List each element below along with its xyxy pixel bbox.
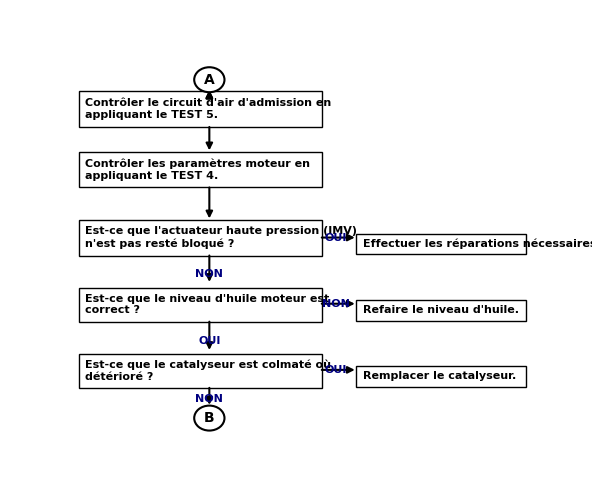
Bar [79,152,322,188]
Bar [79,91,322,127]
Circle shape [194,67,224,92]
Text: OUI: OUI [198,335,221,346]
Text: Est-ce que le catalyseur est colmaté où
détérioré ?: Est-ce que le catalyseur est colmaté où … [85,360,332,382]
Bar [79,354,322,388]
Text: Effectuer les réparations nécessaires.: Effectuer les réparations nécessaires. [363,239,592,249]
Text: Remplacer le catalyseur.: Remplacer le catalyseur. [363,371,516,382]
Text: Contrôler le circuit d'air d'admission en
appliquant le TEST 5.: Contrôler le circuit d'air d'admission e… [85,98,332,120]
Bar [79,219,322,255]
Bar [356,366,526,387]
Text: Est-ce que l'actuateur haute pression (IMV)
n'est pas resté bloqué ?: Est-ce que l'actuateur haute pression (I… [85,226,358,248]
Bar [356,300,526,321]
Text: A: A [204,73,215,87]
Circle shape [194,406,224,431]
Text: NON: NON [195,394,223,404]
Text: Est-ce que le niveau d'huile moteur est
correct ?: Est-ce que le niveau d'huile moteur est … [85,294,330,315]
Text: Refaire le niveau d'huile.: Refaire le niveau d'huile. [363,305,519,315]
Bar [356,234,526,254]
Text: OUI: OUI [324,233,347,243]
Bar [79,288,322,322]
Text: B: B [204,411,215,425]
Text: Contrôler les paramètres moteur en
appliquant le TEST 4.: Contrôler les paramètres moteur en appli… [85,159,310,181]
Text: OUI: OUI [324,365,347,375]
Text: NON: NON [195,270,223,279]
Text: NON: NON [321,299,349,309]
